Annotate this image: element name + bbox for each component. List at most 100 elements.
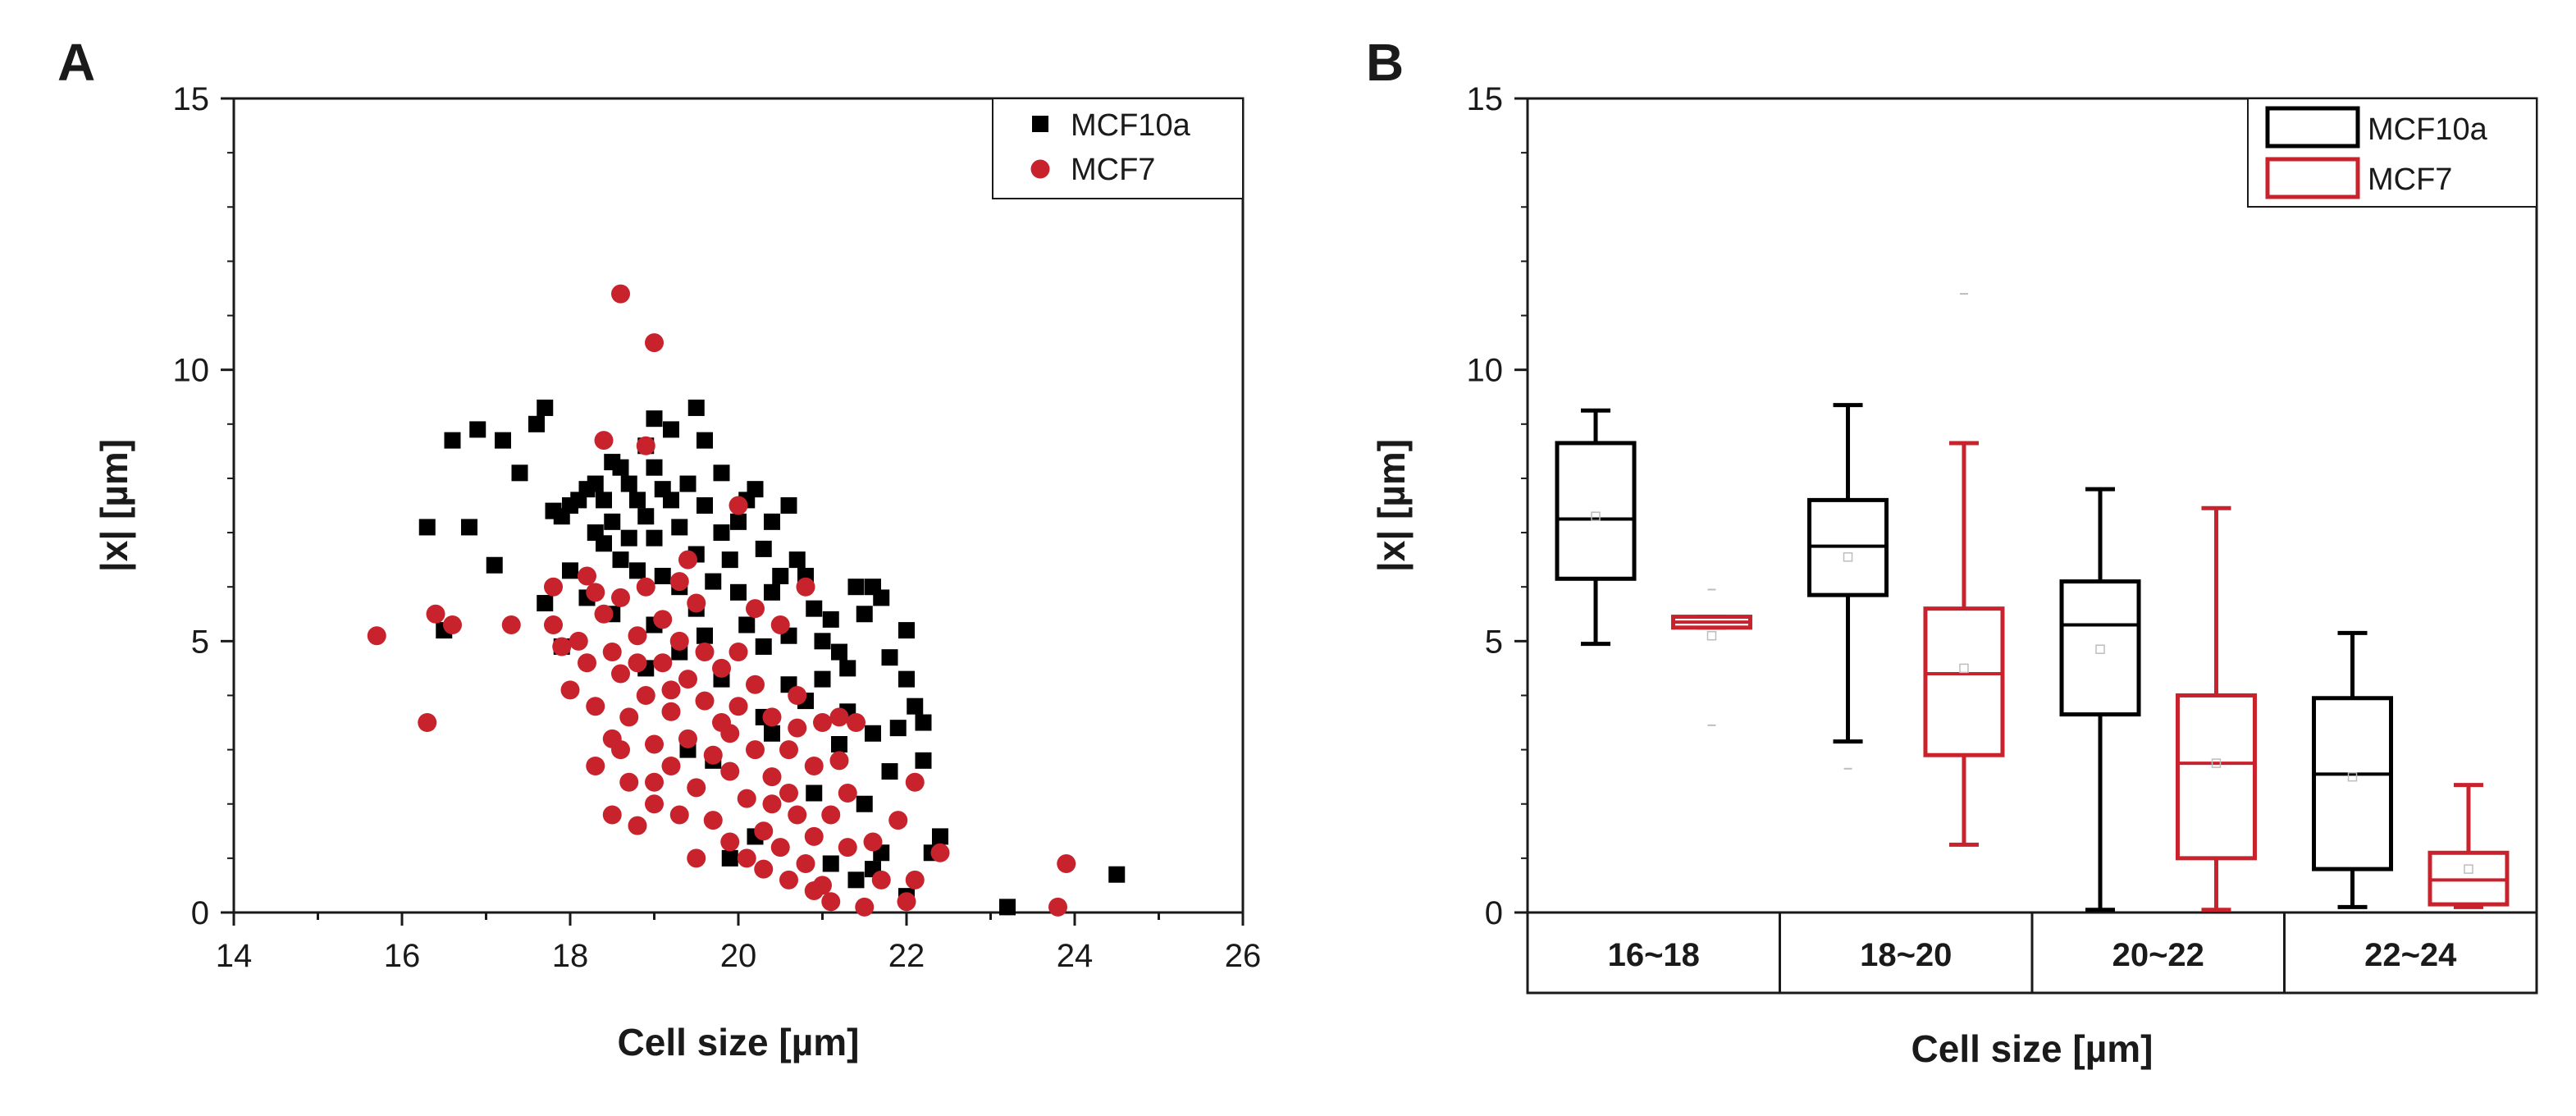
mcf10a-point bbox=[461, 519, 477, 536]
mcf10a-point bbox=[705, 573, 722, 590]
mcf10a-point bbox=[713, 464, 730, 482]
mcf7-point bbox=[754, 821, 774, 841]
mcf10a-point bbox=[444, 432, 461, 449]
mcf10a-point bbox=[562, 562, 578, 579]
mcf7-point bbox=[611, 284, 630, 304]
mcf10a-point bbox=[730, 583, 747, 601]
mcf7-point bbox=[586, 583, 605, 602]
y-axis-label: |x| [µm] bbox=[1370, 439, 1413, 572]
mcf7-point bbox=[443, 615, 462, 634]
mcf7-point bbox=[796, 577, 815, 597]
mcf7-point bbox=[762, 767, 782, 787]
category-label: 16~18 bbox=[1608, 937, 1700, 973]
mcf7-point bbox=[695, 691, 715, 711]
mcf10a-point bbox=[469, 421, 486, 438]
legend-box bbox=[992, 98, 1244, 199]
mcf10a-point bbox=[788, 551, 806, 569]
mcf7-point bbox=[594, 431, 614, 451]
mcf7-point bbox=[367, 626, 386, 646]
mcf7-point bbox=[611, 664, 630, 684]
legend-label-mcf10a: MCF10a bbox=[2368, 112, 2488, 147]
mcf10a-point bbox=[873, 589, 890, 606]
mcf10a-point bbox=[831, 643, 847, 661]
mcf7-point bbox=[897, 892, 916, 912]
mcf7-point bbox=[418, 713, 437, 733]
mcf10a-point bbox=[587, 475, 604, 492]
mcf7-point bbox=[653, 610, 673, 629]
mcf7-point bbox=[636, 436, 655, 455]
mcf7-point bbox=[569, 631, 588, 651]
mcf7-point bbox=[762, 707, 782, 727]
mcf7-point bbox=[821, 805, 841, 825]
mcf10a-point bbox=[847, 871, 865, 889]
mcf7-point bbox=[669, 631, 689, 651]
mcf7-point bbox=[586, 697, 605, 716]
scatter-panel: 14 16 18 20 22 24 26 0 5 10 15 Cell size [µm] |x| [µ… bbox=[93, 81, 1261, 1063]
x-axis-label: Cell size [µm] bbox=[618, 1021, 860, 1063]
mcf10a-point bbox=[646, 459, 663, 476]
mcf10a-point bbox=[814, 670, 831, 688]
mcf7-point bbox=[728, 697, 748, 716]
mcf10a-point bbox=[713, 524, 730, 542]
mcf7-point bbox=[501, 615, 521, 634]
mcf10a-point bbox=[881, 649, 898, 666]
mcf10a-point bbox=[814, 633, 831, 650]
mcf7-point bbox=[754, 859, 774, 879]
mcf10a-point bbox=[847, 579, 865, 596]
mcf10a-point bbox=[671, 519, 688, 536]
mcf7-point bbox=[544, 615, 563, 634]
mcf10a-point bbox=[898, 670, 915, 688]
mcf7-point bbox=[611, 588, 630, 607]
mcf7-point bbox=[678, 670, 697, 689]
mcf7-point bbox=[855, 897, 875, 917]
mcf7-point bbox=[1048, 897, 1067, 917]
mcf7-point bbox=[737, 848, 756, 868]
mcf10a-point bbox=[915, 714, 932, 731]
mcf10a-point bbox=[418, 519, 436, 536]
mcf7-point bbox=[712, 658, 731, 678]
mcf10a-point bbox=[932, 828, 948, 845]
mcf10a-box bbox=[2312, 696, 2394, 871]
mcf7-point bbox=[796, 853, 815, 873]
mcf10a-point bbox=[612, 551, 629, 569]
mcf7-point bbox=[619, 772, 639, 792]
mcf7-point bbox=[888, 811, 908, 830]
mcf7-point bbox=[645, 734, 664, 754]
mcf10a-point bbox=[764, 513, 780, 530]
mcf10a-point bbox=[772, 567, 789, 584]
mcf10a-point bbox=[999, 899, 1016, 916]
mcf10a-point bbox=[646, 529, 663, 547]
mcf10a-point bbox=[596, 492, 612, 509]
mcf10a-point bbox=[596, 535, 612, 552]
mcf7-box bbox=[2175, 693, 2257, 861]
mcf7-point bbox=[829, 751, 849, 771]
mcf10a-point bbox=[663, 492, 679, 509]
legend-marker-mcf10a bbox=[1032, 116, 1048, 132]
mcf10a-point bbox=[747, 481, 764, 498]
mcf7-point bbox=[611, 740, 630, 760]
mcf7-point bbox=[602, 805, 622, 825]
mcf7-point bbox=[728, 643, 748, 662]
mcf10a-point bbox=[822, 611, 839, 628]
mcf10a-point bbox=[646, 410, 663, 428]
mcf7-point bbox=[804, 756, 824, 775]
mcf7-point bbox=[669, 805, 689, 825]
legend-label-mcf7: MCF7 bbox=[2368, 162, 2452, 197]
mcf7-point bbox=[788, 718, 807, 738]
mcf7-point bbox=[653, 653, 673, 673]
mcf7-point bbox=[746, 675, 765, 694]
mcf10a-point bbox=[730, 513, 747, 530]
mcf7-point bbox=[687, 593, 706, 613]
mcf7-point bbox=[779, 740, 798, 760]
mcf7-mean-marker bbox=[2464, 864, 2473, 874]
mcf10a-point bbox=[629, 562, 646, 579]
mcf10a-point bbox=[755, 540, 772, 557]
x-tick-label: 18 bbox=[552, 938, 589, 974]
mcf7-point bbox=[863, 832, 883, 852]
legend-label-mcf10a: MCF10a bbox=[1071, 108, 1191, 143]
mcf7-box bbox=[1923, 606, 2005, 757]
mcf10a-point bbox=[687, 399, 705, 416]
mcf7-point bbox=[813, 713, 832, 733]
mcf7-point bbox=[594, 604, 614, 624]
